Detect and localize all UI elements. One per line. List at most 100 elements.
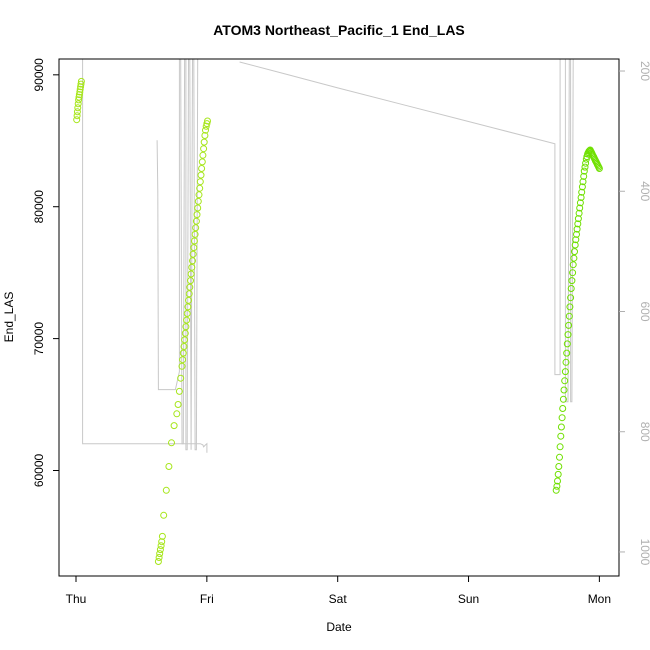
y-tick-label: 70000 bbox=[32, 322, 46, 356]
data-point bbox=[184, 303, 192, 311]
data-point bbox=[564, 331, 572, 339]
data-point bbox=[578, 183, 586, 191]
data-point bbox=[155, 554, 163, 561]
data-point bbox=[200, 138, 208, 146]
data-point bbox=[181, 329, 189, 337]
data-point bbox=[194, 197, 202, 205]
data-point bbox=[200, 145, 208, 153]
data-point bbox=[579, 178, 587, 186]
data-point bbox=[185, 290, 193, 298]
data-point bbox=[158, 538, 166, 546]
data-point bbox=[165, 463, 173, 470]
plot-frame bbox=[58, 58, 620, 577]
data-point bbox=[179, 356, 187, 364]
chart-title: ATOM3 Northeast_Pacific_1 End_LAS bbox=[213, 22, 465, 38]
x-axis-label: Date bbox=[326, 620, 352, 634]
data-point bbox=[194, 204, 202, 212]
data-point bbox=[168, 439, 175, 447]
data-point bbox=[183, 316, 191, 324]
data-point bbox=[556, 453, 563, 461]
data-point bbox=[203, 120, 211, 128]
y-axis-label: End_LAS bbox=[2, 292, 16, 343]
data-point bbox=[77, 80, 85, 88]
data-point bbox=[174, 401, 182, 408]
data-point bbox=[198, 158, 206, 166]
data-point bbox=[580, 172, 588, 180]
data-point bbox=[77, 83, 85, 91]
data-point bbox=[177, 374, 185, 382]
data-point bbox=[198, 165, 206, 172]
data-point bbox=[196, 184, 204, 192]
data-point bbox=[75, 93, 83, 101]
data-point bbox=[573, 230, 580, 238]
data-point bbox=[553, 482, 561, 490]
data-point bbox=[555, 463, 563, 470]
data-point bbox=[189, 257, 196, 265]
data-point bbox=[74, 100, 82, 108]
data-point bbox=[179, 349, 187, 357]
data-point bbox=[182, 323, 190, 331]
data-point bbox=[574, 215, 582, 223]
data-point bbox=[552, 486, 560, 494]
data-point bbox=[569, 269, 577, 277]
data-point bbox=[575, 209, 583, 217]
data-point bbox=[199, 151, 207, 159]
data-point bbox=[554, 470, 562, 478]
data-point bbox=[556, 443, 564, 451]
y-tick-label: 80000 bbox=[32, 190, 46, 224]
data-point bbox=[193, 211, 201, 219]
y2-tick-label: 1000 bbox=[638, 539, 650, 566]
data-point bbox=[578, 188, 586, 196]
data-point bbox=[180, 343, 188, 350]
data-point bbox=[580, 167, 588, 175]
data-point bbox=[557, 423, 565, 431]
x-tick-label: Mon bbox=[588, 592, 611, 606]
data-point bbox=[185, 296, 192, 304]
data-point bbox=[183, 310, 191, 317]
x-tick-label: Sat bbox=[329, 592, 348, 606]
data-point bbox=[197, 171, 205, 179]
data-point bbox=[189, 250, 197, 258]
y-tick-label: 60000 bbox=[32, 453, 46, 487]
data-point bbox=[186, 283, 194, 291]
x-tick-label: Sun bbox=[458, 592, 479, 606]
y2-tick-label: 400 bbox=[638, 181, 650, 201]
data-point bbox=[73, 108, 81, 116]
data-point bbox=[191, 230, 199, 238]
data-point bbox=[560, 386, 568, 394]
y2-tick-label: 600 bbox=[638, 301, 650, 321]
data-point bbox=[154, 558, 162, 565]
data-point bbox=[554, 477, 561, 485]
x-tick-label: Thu bbox=[66, 592, 87, 606]
data-point bbox=[565, 312, 573, 320]
data-point bbox=[195, 191, 203, 199]
data-point bbox=[192, 224, 200, 232]
data-point bbox=[577, 194, 585, 201]
data-point bbox=[76, 85, 84, 93]
y-tick-label: 90000 bbox=[32, 58, 46, 92]
data-point bbox=[566, 303, 574, 311]
data-point bbox=[570, 254, 578, 262]
data-point bbox=[576, 199, 584, 207]
plot-area bbox=[73, 59, 603, 565]
data-point bbox=[557, 432, 565, 440]
data-point bbox=[202, 126, 209, 134]
data-point bbox=[576, 204, 584, 212]
data-point bbox=[158, 532, 166, 540]
data-point bbox=[73, 112, 81, 120]
data-point bbox=[156, 546, 164, 554]
data-point bbox=[571, 248, 578, 256]
data-point bbox=[571, 241, 579, 249]
data-point bbox=[173, 410, 181, 418]
data-point bbox=[574, 220, 582, 228]
data-point bbox=[73, 116, 81, 124]
data-point bbox=[595, 165, 603, 172]
data-point bbox=[568, 277, 576, 285]
data-point bbox=[563, 340, 571, 348]
data-point bbox=[178, 362, 186, 370]
series-line-5 bbox=[239, 59, 599, 403]
data-point bbox=[569, 261, 577, 269]
data-point bbox=[558, 414, 566, 422]
data-point bbox=[562, 358, 570, 366]
